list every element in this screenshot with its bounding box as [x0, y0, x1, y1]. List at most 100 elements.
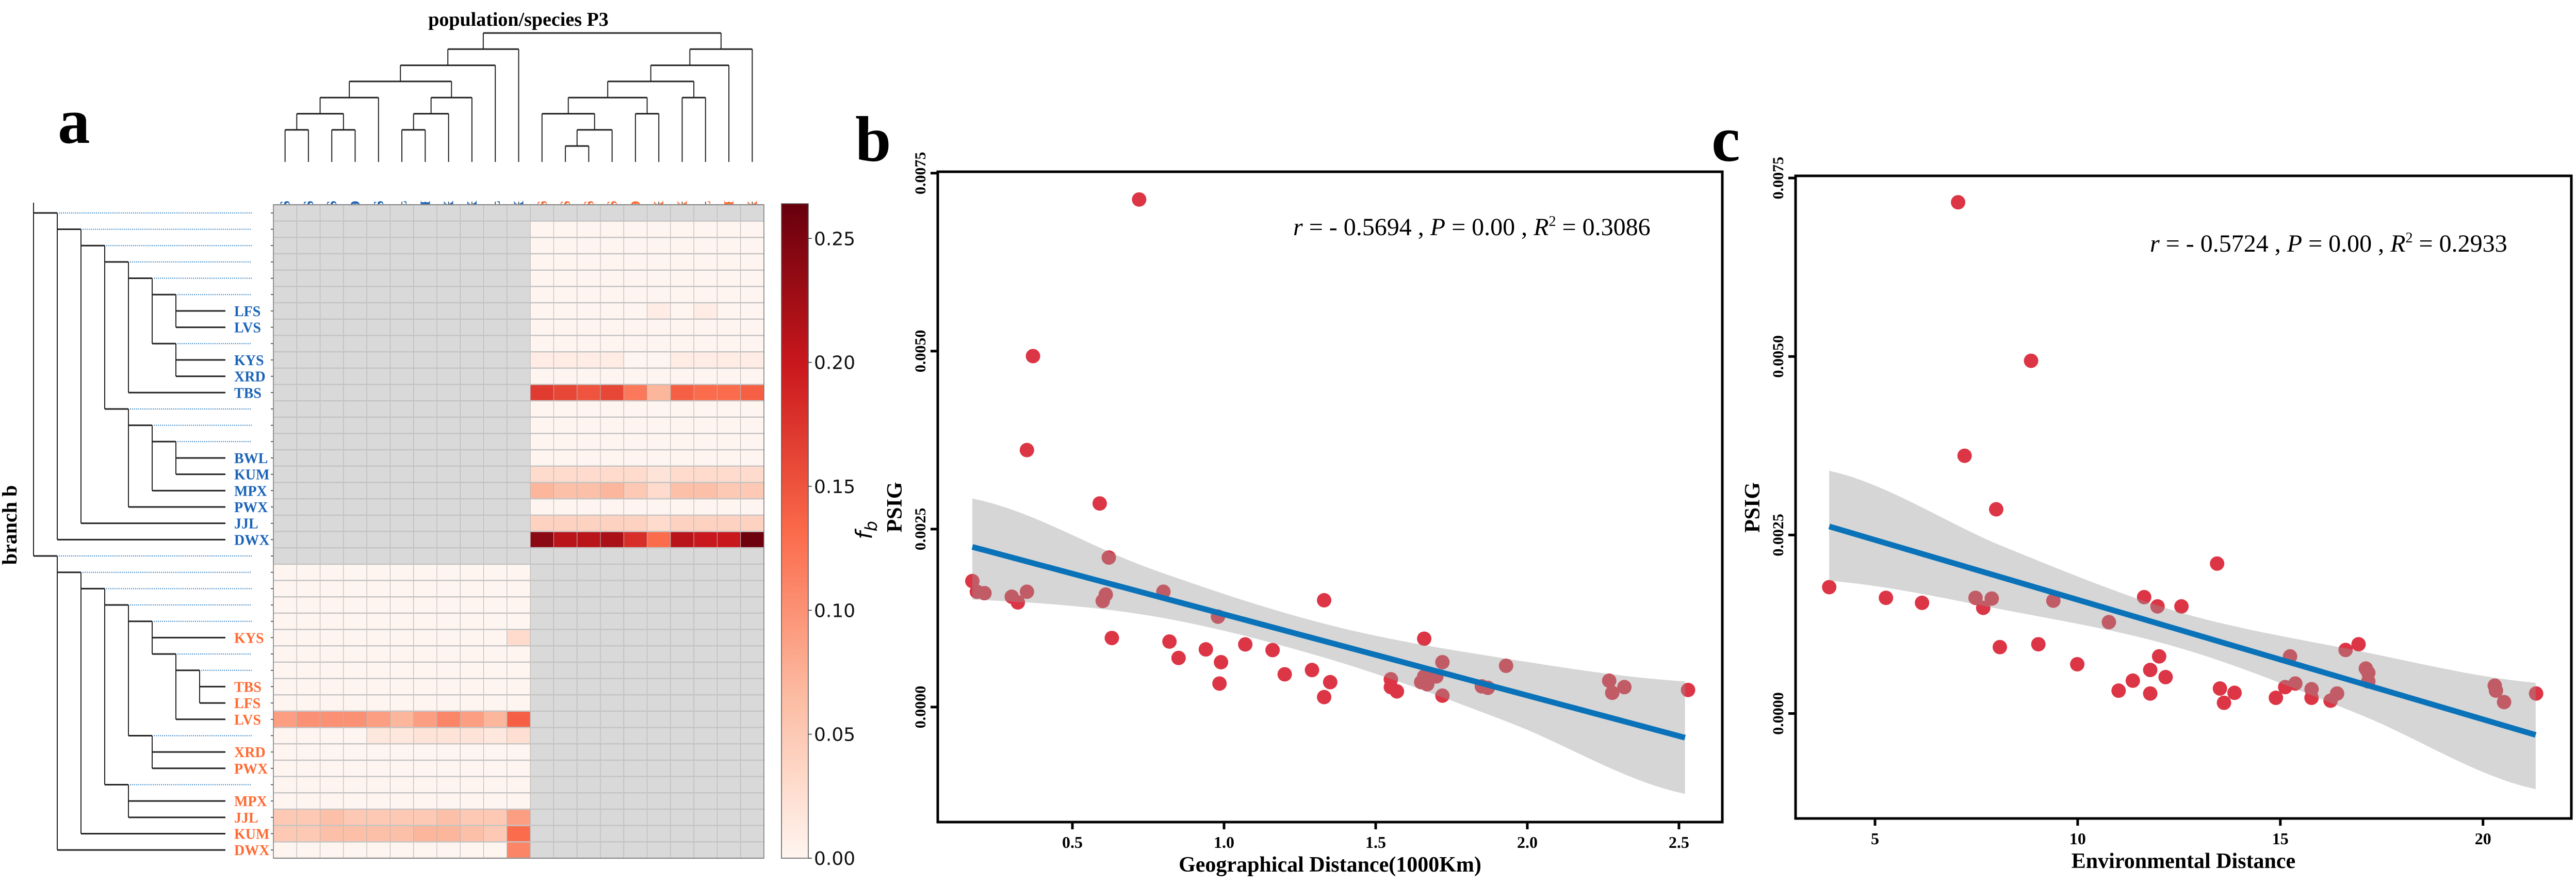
heatmap-cell — [320, 466, 344, 483]
heatmap-cell — [460, 564, 484, 581]
heatmap-cell — [600, 613, 624, 630]
annotation-part: P — [2287, 230, 2302, 257]
heatmap-cell — [343, 466, 367, 483]
heatmap-cell — [670, 841, 694, 859]
heatmap-cell — [530, 629, 554, 646]
heatmap-cell — [647, 237, 671, 254]
heatmap-cell — [577, 302, 601, 320]
heatmap-cell — [623, 547, 648, 565]
heatmap-cell — [553, 351, 578, 369]
heatmap-cell — [507, 841, 531, 859]
heatmap-cell — [553, 629, 578, 646]
heatmap-cell — [507, 580, 531, 597]
heatmap-cell — [296, 792, 321, 810]
heatmap-cell — [343, 221, 367, 238]
heatmap-cell — [647, 825, 671, 842]
x-tick-label: 2.0 — [1517, 833, 1538, 851]
heatmap-cell — [507, 727, 531, 744]
heatmap-cell — [740, 417, 764, 434]
heatmap-cell — [740, 662, 764, 679]
heatmap-cell — [693, 466, 718, 483]
scatter-point — [2269, 691, 2284, 706]
heatmap-cell — [647, 384, 671, 401]
heatmap-cell — [553, 792, 578, 810]
scatter-point — [2304, 691, 2319, 706]
scatter-point — [1212, 676, 1227, 691]
heatmap-cell — [436, 368, 461, 385]
heatmap-cell — [670, 466, 694, 483]
heatmap-cell — [413, 645, 437, 663]
regression-line — [971, 544, 1686, 741]
heatmap-cell — [366, 449, 390, 467]
heatmap-cell — [389, 449, 414, 467]
heatmap-cell — [740, 564, 764, 581]
heatmap-cell — [647, 400, 671, 418]
heatmap-cell — [693, 531, 718, 548]
heatmap-cell — [507, 286, 531, 303]
heatmap-cell — [413, 694, 437, 712]
heatmap-cell — [553, 727, 578, 744]
heatmap-cell — [343, 302, 367, 320]
heatmap-cell — [296, 596, 321, 614]
heatmap-cell — [530, 841, 554, 859]
heatmap-cell — [553, 253, 578, 271]
heatmap-cell — [577, 645, 601, 663]
heatmap-cell — [577, 515, 601, 532]
heatmap-cell — [740, 335, 764, 352]
heatmap-cell — [273, 760, 297, 777]
annotation-part: 2 — [1548, 214, 1556, 230]
heatmap-cell — [530, 482, 554, 499]
heatmap-cell — [530, 449, 554, 467]
heatmap-cell — [693, 629, 718, 646]
heatmap-cell — [296, 694, 321, 712]
scatter-point — [2101, 615, 2116, 630]
heatmap-cell — [389, 629, 414, 646]
heatmap-cell — [366, 531, 390, 548]
heatmap-cell — [320, 286, 344, 303]
scatter-point — [2046, 593, 2061, 608]
heatmap-cell — [296, 547, 321, 565]
heatmap-cell — [366, 645, 390, 663]
heatmap-cell — [740, 776, 764, 793]
heatmap-cell — [600, 776, 624, 793]
heatmap-cell — [716, 841, 741, 859]
heatmap-cell — [647, 221, 671, 238]
heatmap-cell — [366, 564, 390, 581]
heatmap-cell — [600, 449, 624, 467]
heatmap-cell — [507, 384, 531, 401]
heatmap-cell — [343, 727, 367, 744]
heatmap-cell — [436, 564, 461, 581]
heatmap-cell — [483, 384, 508, 401]
heatmap-cell — [389, 221, 414, 238]
heatmap-cell — [647, 678, 671, 695]
heatmap-cell — [296, 809, 321, 826]
heatmap-cell — [460, 580, 484, 597]
heatmap-cell — [693, 384, 718, 401]
heatmap-cell — [600, 302, 624, 320]
heatmap-cell — [366, 678, 390, 695]
heatmap-cell — [273, 629, 297, 646]
heatmap-cell — [343, 841, 367, 859]
heatmap-cell — [483, 629, 508, 646]
heatmap-cell — [670, 515, 694, 532]
heatmap-cell — [623, 286, 648, 303]
heatmap-cell — [553, 319, 578, 336]
heatmap-cell — [693, 694, 718, 712]
scatter-point — [1993, 640, 2008, 654]
x-tick-label: 15 — [2272, 829, 2289, 848]
heatmap-cell — [413, 711, 437, 728]
annotation-part: r — [2150, 230, 2160, 257]
heatmap-cell — [366, 547, 390, 565]
heatmap-cell — [553, 270, 578, 287]
heatmap-cell — [693, 743, 718, 761]
heatmap-cell — [600, 270, 624, 287]
heatmap-cell — [366, 727, 390, 744]
heatmap-cell — [577, 547, 601, 565]
annotation-part: 0.3086 — [1583, 214, 1651, 241]
heatmap-cell — [389, 368, 414, 385]
heatmap-cell — [296, 645, 321, 663]
heatmap-cell — [320, 727, 344, 744]
heatmap-cell — [600, 792, 624, 810]
heatmap-cell — [600, 727, 624, 744]
heatmap-cell — [273, 596, 297, 614]
